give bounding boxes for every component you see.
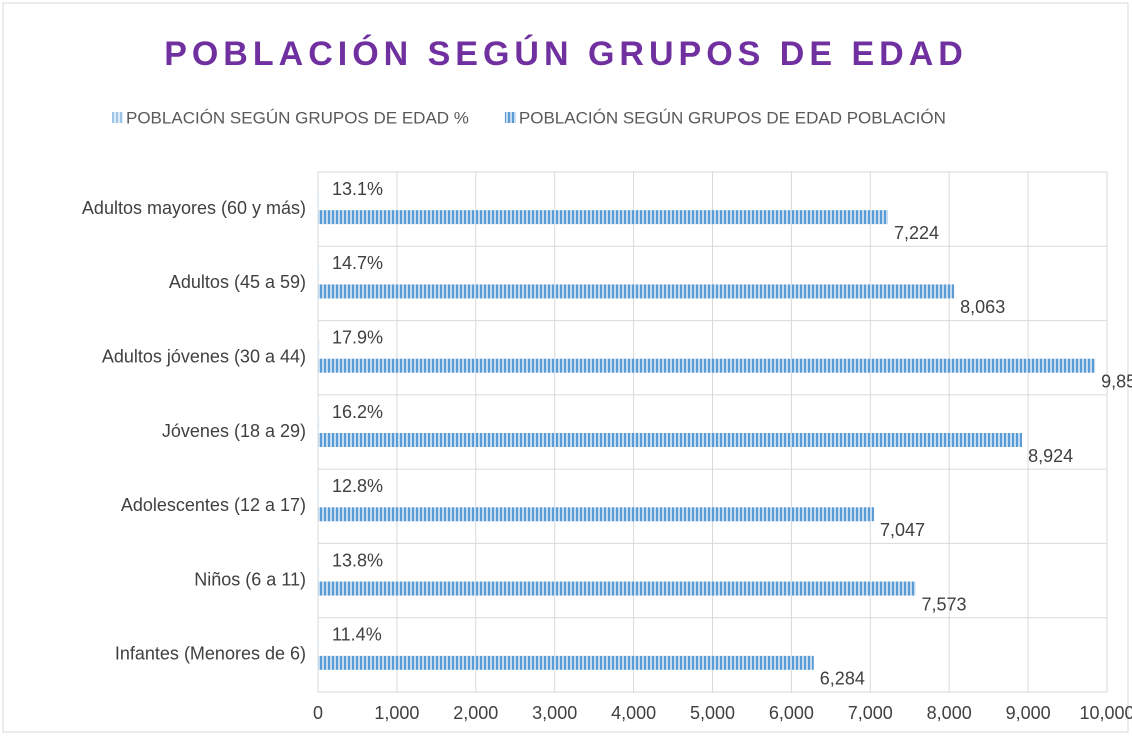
y-tick-label: Adultos (45 a 59) <box>169 272 306 292</box>
bar <box>318 266 320 281</box>
data-label: 7,224 <box>894 223 939 243</box>
bar <box>318 637 319 652</box>
y-tick-label: Adultos mayores (60 y más) <box>82 198 306 218</box>
data-label: 9,850 <box>1101 371 1132 391</box>
bar <box>318 507 875 522</box>
legend-swatch <box>504 112 516 123</box>
legend-swatch <box>112 112 123 123</box>
x-tick-label: 9,000 <box>1006 703 1051 723</box>
x-tick-label: 10,000 <box>1079 703 1132 723</box>
y-tick-label: Infantes (Menores de 6) <box>115 644 306 664</box>
y-tick-label: Adolescentes (12 a 17) <box>121 495 306 515</box>
bar <box>318 192 320 207</box>
x-tick-label: 7,000 <box>848 703 893 723</box>
x-tick-label: 2,000 <box>453 703 498 723</box>
data-label: 8,924 <box>1028 446 1073 466</box>
legend-label: POBLACIÓN SEGÚN GRUPOS DE EDAD POBLACIÓN <box>519 108 946 127</box>
data-label: 14.7% <box>332 253 383 273</box>
bar <box>318 415 320 429</box>
bar <box>318 489 320 504</box>
y-tick-label: Niños (6 a 11) <box>194 569 306 589</box>
y-tick-label: Jóvenes (18 a 29) <box>162 421 306 441</box>
bar <box>318 210 888 225</box>
bar <box>318 358 1096 373</box>
x-tick-label: 0 <box>313 703 323 723</box>
x-tick-label: 6,000 <box>769 703 814 723</box>
data-label: 8,063 <box>960 297 1005 317</box>
bar <box>318 581 916 596</box>
bar <box>318 433 1023 447</box>
data-label: 13.1% <box>332 179 383 199</box>
data-label: 13.8% <box>332 550 383 570</box>
data-label: 7,573 <box>922 594 967 614</box>
data-label: 17.9% <box>332 327 383 347</box>
x-tick-label: 3,000 <box>532 703 577 723</box>
bar <box>318 284 955 299</box>
bar <box>318 655 814 670</box>
chart-title: POBLACIÓN SEGÚN GRUPOS DE EDAD <box>164 35 968 73</box>
x-tick-label: 1,000 <box>374 703 419 723</box>
data-label: 16.2% <box>332 402 383 422</box>
x-tick-label: 8,000 <box>927 703 972 723</box>
data-label: 7,047 <box>880 520 925 540</box>
data-label: 6,284 <box>820 669 865 689</box>
data-label: 11.4% <box>332 625 382 645</box>
bar <box>318 340 320 355</box>
x-tick-label: 5,000 <box>690 703 735 723</box>
data-label: 12.8% <box>332 476 383 496</box>
legend-label: POBLACIÓN SEGÚN GRUPOS DE EDAD % <box>126 108 469 127</box>
x-tick-label: 4,000 <box>611 703 656 723</box>
y-tick-label: Adultos jóvenes (30 a 44) <box>102 346 306 366</box>
bar <box>318 563 320 578</box>
